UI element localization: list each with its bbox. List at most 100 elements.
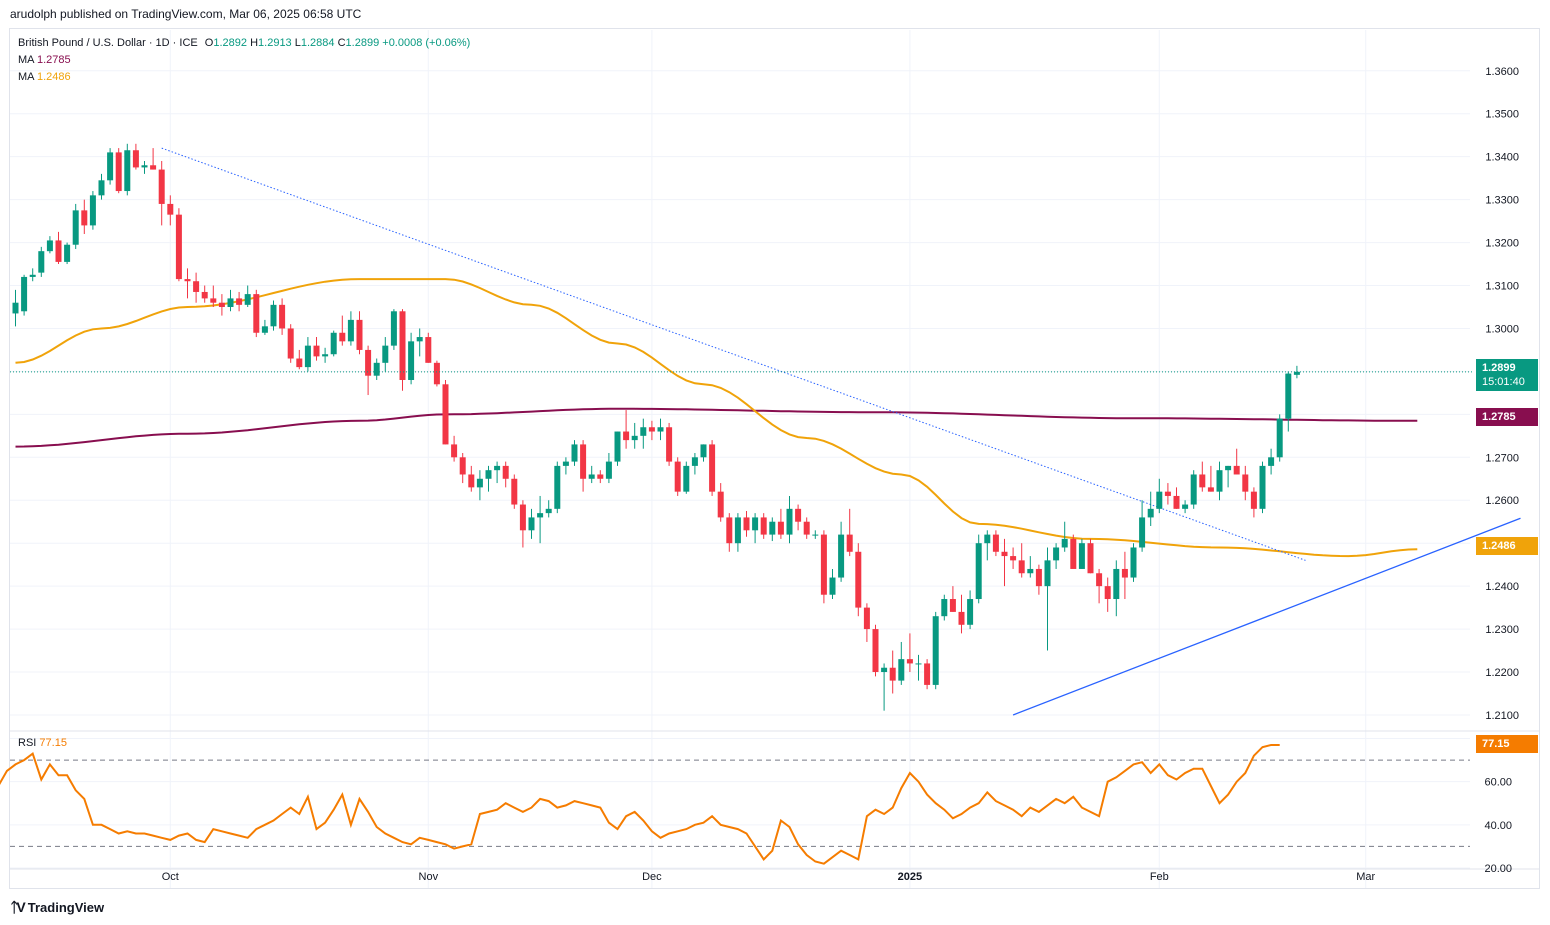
candle (846, 508, 853, 557)
candle-body (640, 427, 647, 436)
candle (296, 349, 303, 370)
candle (803, 517, 810, 539)
candle-body (46, 240, 53, 252)
candle-body (786, 508, 793, 535)
time-tick-label: Dec (642, 871, 662, 883)
candle-body (502, 465, 509, 479)
candle (1199, 461, 1206, 492)
candle-body (132, 150, 139, 168)
candle-body (339, 332, 346, 342)
candle (1018, 543, 1025, 578)
candle-body (992, 534, 999, 552)
change-value: +0.0008 (+0.06%) (382, 37, 471, 49)
candle (72, 203, 79, 250)
candle (304, 337, 311, 372)
candle-body (1121, 568, 1128, 578)
candle (175, 208, 182, 282)
candle-body (158, 169, 165, 204)
candle (81, 199, 88, 234)
candle-body (253, 294, 260, 333)
candle-body (408, 341, 415, 380)
rsi-tag: 77.15 (1476, 735, 1538, 753)
candle-body (115, 152, 122, 192)
price-tick-label: 1.2600 (1485, 495, 1519, 507)
candle-body (313, 345, 320, 357)
candle-body (1018, 560, 1025, 574)
candle-body (984, 534, 991, 544)
candle (545, 500, 552, 518)
candle-body (812, 534, 819, 536)
time-tick-label: Mar (1356, 871, 1375, 883)
rsi-legend-value: 77.15 (39, 737, 67, 749)
candle (89, 191, 96, 230)
candle-body (218, 302, 225, 307)
candle (1053, 543, 1060, 569)
rsi-tick-label: 20.00 (1484, 863, 1512, 875)
candle-body (64, 244, 71, 262)
candle-body (941, 599, 948, 617)
price-tick-label: 1.3600 (1485, 66, 1519, 78)
candle (502, 461, 509, 488)
candle-body (382, 345, 389, 363)
candle-body (1164, 491, 1171, 496)
candle-body (1199, 474, 1206, 488)
candle (287, 324, 294, 363)
candle-body (1268, 457, 1275, 466)
candle-body (167, 203, 174, 215)
candle-body (175, 214, 182, 280)
candle (588, 465, 595, 484)
price-tick-label: 1.2200 (1485, 667, 1519, 679)
candle-body (631, 435, 638, 441)
candle-body (347, 319, 354, 342)
ma-long-row[interactable]: MA 1.2785 (18, 52, 470, 69)
time-axis: Oct Nov Dec 2025 Feb Mar (162, 871, 1376, 883)
candle-body (468, 474, 475, 488)
candle (1225, 465, 1232, 488)
close-label: C (337, 37, 346, 49)
candle (339, 315, 346, 346)
candle (769, 517, 776, 542)
candle-body (1070, 538, 1077, 569)
candle (915, 654, 922, 681)
candle (924, 659, 931, 690)
candle-body (519, 504, 526, 531)
ma-long-label: MA (18, 54, 34, 66)
candle-body (657, 427, 664, 432)
candle-body (12, 302, 19, 314)
candle (1259, 461, 1266, 514)
candle (244, 285, 251, 307)
candle-body (562, 461, 569, 466)
ma-long-value: 1.2785 (36, 54, 71, 66)
candle (279, 298, 286, 335)
ma-short-row[interactable]: MA 1.2486 (18, 69, 470, 86)
rsi-legend[interactable]: RSI 77.15 (18, 737, 67, 749)
candle (313, 337, 320, 361)
candle (210, 285, 217, 307)
candle (958, 594, 965, 634)
candle-body (1225, 465, 1232, 471)
grid-lines (10, 30, 1470, 888)
candle (967, 590, 974, 630)
candle-body (356, 319, 363, 350)
tradingview-logo-icon: ᛏV (10, 899, 26, 915)
candle (1096, 568, 1103, 604)
candle-body (1035, 568, 1042, 587)
tradingview-logo[interactable]: ᛏV TradingView (10, 899, 104, 915)
candle (218, 294, 225, 316)
candle (476, 470, 483, 501)
candle-body (949, 599, 956, 612)
candle-body (425, 337, 432, 363)
candle-body (485, 470, 492, 479)
candle-body (193, 281, 200, 292)
candle (1276, 414, 1283, 462)
candle (236, 291, 243, 312)
candle (812, 530, 819, 539)
candle (1216, 461, 1223, 501)
price-tick-label: 1.3300 (1485, 195, 1519, 207)
ohlc-row: British Pound / U.S. Dollar · 1D · ICE O… (18, 35, 470, 52)
candle-body (1104, 586, 1111, 600)
candle-body (846, 534, 853, 552)
candle (984, 530, 991, 561)
candle-body (588, 474, 595, 479)
